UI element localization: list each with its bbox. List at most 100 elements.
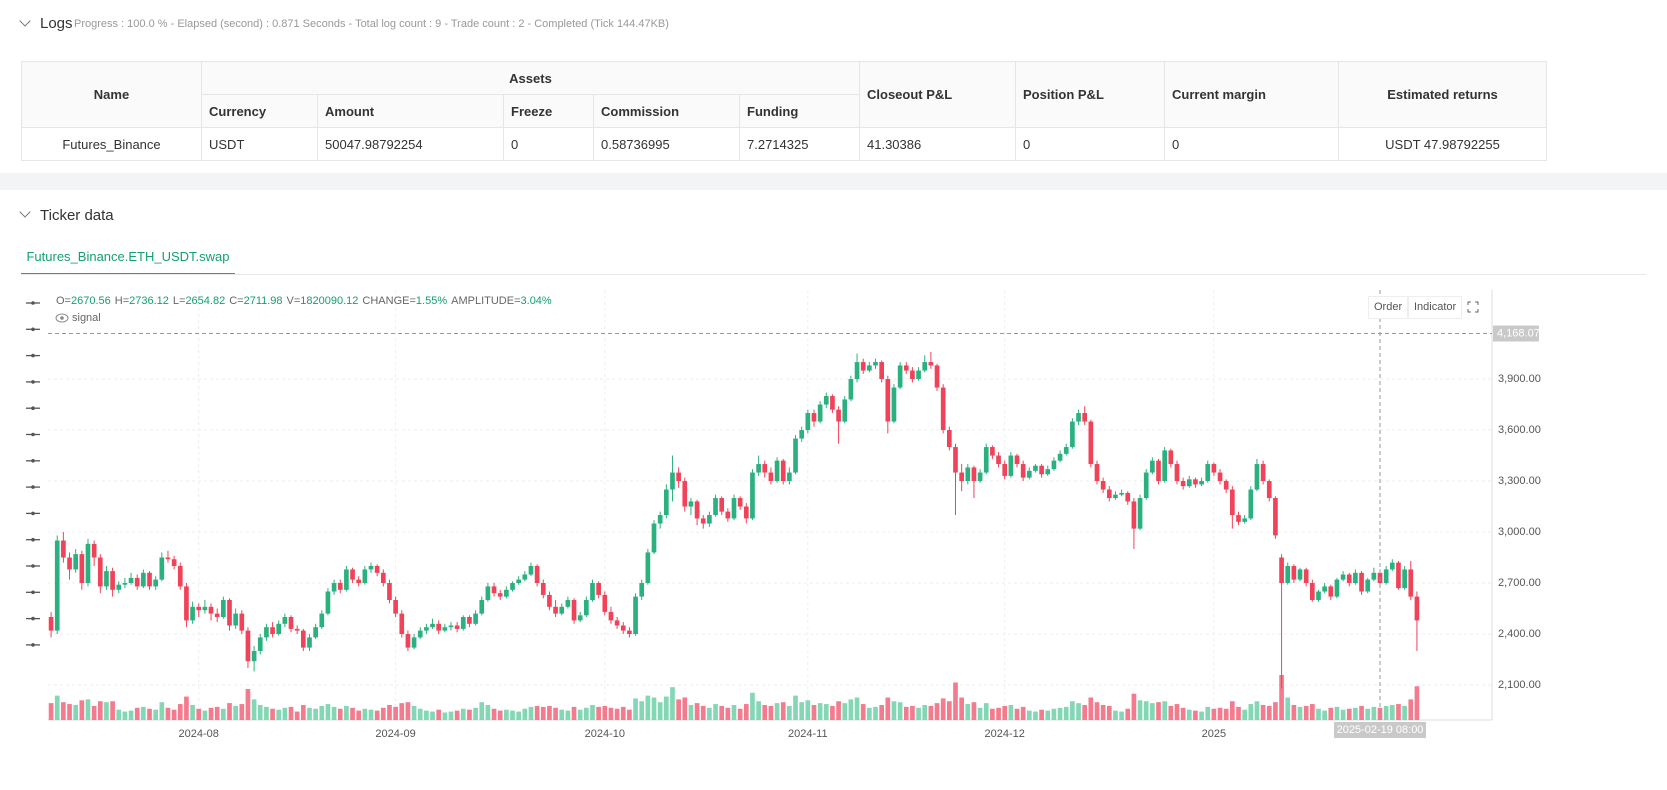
candle-body (1020, 464, 1026, 478)
candle-body (344, 569, 349, 590)
candle-body (774, 460, 780, 482)
fullscreen-icon[interactable] (1466, 300, 1480, 314)
candle-body (1193, 479, 1198, 485)
volume-bar (233, 705, 238, 720)
volume-bar (934, 703, 940, 720)
candle-body (61, 540, 66, 558)
volume-bar (442, 712, 448, 720)
volume-bar (1156, 702, 1161, 720)
candle-body (1026, 470, 1032, 478)
volume-bar (405, 702, 411, 720)
volume-bar (614, 708, 620, 720)
volume-bar (1051, 708, 1057, 720)
volume-bar (85, 699, 91, 720)
volume-bar (1082, 705, 1088, 720)
x-tick-label: 2024-09 (375, 728, 415, 740)
tab-divider (21, 274, 1646, 275)
candle-body (504, 589, 509, 597)
candle-body (1223, 481, 1229, 490)
candle-body (67, 557, 72, 570)
volume-bar (565, 710, 571, 720)
candle-body (811, 413, 817, 422)
candle-body (1273, 498, 1278, 536)
candle-body (1242, 518, 1247, 522)
volume-bar (325, 704, 331, 720)
volume-bar (1359, 705, 1364, 720)
volume-bar (651, 697, 657, 720)
volume-bar (990, 708, 995, 720)
candle-body (430, 623, 435, 628)
candle-body (307, 637, 312, 648)
order-button[interactable]: Order (1368, 296, 1409, 319)
volume-bar (1026, 710, 1032, 720)
candle-body (608, 611, 614, 621)
candle-body (817, 404, 823, 422)
indicator-button[interactable]: Indicator (1408, 296, 1463, 319)
candle-body (202, 606, 208, 611)
candle-body (946, 430, 952, 448)
volume-bar (682, 697, 688, 720)
volume-bar (663, 696, 669, 720)
candle-body (540, 583, 546, 595)
volume-bar (97, 701, 103, 720)
candle-body (1180, 481, 1186, 487)
candle-body (799, 430, 805, 439)
volume-bar (1254, 701, 1260, 720)
volume-bar (1033, 711, 1038, 720)
candle-body (424, 627, 429, 631)
volume-bar (743, 704, 749, 720)
volume-bar (571, 706, 577, 720)
candle-body (780, 460, 786, 482)
volume-bar (294, 711, 300, 720)
candle-body (848, 379, 854, 400)
volume-bar (1106, 705, 1112, 720)
volume-bar (700, 705, 706, 720)
candle-body (270, 627, 275, 634)
volume-bar (910, 705, 915, 720)
volume-bar (307, 707, 312, 720)
volume-bar (977, 707, 983, 720)
volume-bar (1076, 703, 1081, 720)
legend-value: 1.55% (415, 295, 448, 307)
volume-bar (430, 711, 435, 720)
volume-bar (916, 707, 921, 720)
candle-body (928, 362, 934, 366)
volume-bar (885, 697, 891, 720)
candle-body (485, 586, 491, 601)
candle-body (1168, 450, 1174, 465)
legend-value: 2670.56 (70, 295, 111, 307)
volume-bar (491, 708, 497, 720)
volume-bar (713, 704, 718, 720)
volume-bar (319, 705, 325, 720)
volume-bar (159, 702, 165, 720)
eye-icon[interactable] (55, 312, 69, 324)
volume-bar (1137, 700, 1143, 720)
candle-body (983, 447, 989, 473)
cell: 0 (1164, 127, 1339, 161)
volume-bar (460, 708, 466, 720)
volume-bar (559, 709, 565, 720)
data-row: Futures_Binance USDT 50047.98792254 0 0.… (21, 127, 1547, 161)
candle-body (399, 613, 405, 634)
volume-bar (497, 710, 503, 720)
candle-body (1408, 569, 1414, 597)
candle-body (768, 472, 774, 482)
candle-body (356, 579, 362, 584)
volume-bar (596, 706, 601, 720)
candle-body (91, 543, 97, 558)
candle-body (614, 620, 620, 626)
crosshair-label-box (1334, 722, 1427, 738)
volume-bar (79, 700, 85, 720)
candle-body (282, 617, 288, 624)
volume-bar (1346, 708, 1352, 720)
volume-bar (602, 705, 608, 720)
volume-bar (1396, 704, 1401, 720)
candle-body (251, 650, 257, 662)
candle-body (227, 600, 232, 626)
volume-bar (270, 708, 275, 720)
candle-body (313, 627, 318, 638)
volume-bar (547, 705, 552, 720)
candle-body (177, 566, 183, 587)
volume-bar (177, 704, 183, 720)
